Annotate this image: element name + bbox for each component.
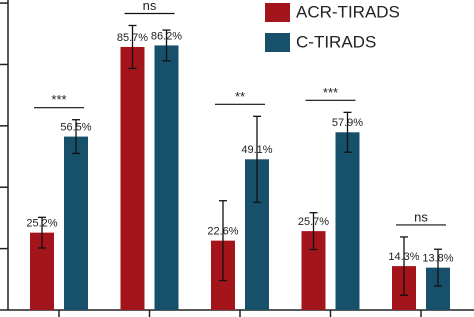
bar xyxy=(64,136,88,310)
value-label: 56.5% xyxy=(60,121,91,133)
bar xyxy=(335,132,360,310)
legend-label: ACR-TIRADS xyxy=(296,2,400,21)
value-label: 22.6% xyxy=(207,226,238,238)
value-label: 86.2% xyxy=(151,30,182,42)
significance-label: ns xyxy=(414,209,428,224)
legend-swatch xyxy=(265,33,290,52)
bar xyxy=(154,45,179,310)
value-label: 85.7% xyxy=(117,32,148,44)
value-label: 25.2% xyxy=(26,218,57,230)
significance-label: *** xyxy=(51,92,66,107)
significance-label: *** xyxy=(323,85,338,100)
legend-swatch xyxy=(265,3,290,22)
significance-label: ns xyxy=(143,0,157,13)
value-label: 57.9% xyxy=(332,117,363,129)
bar xyxy=(120,46,145,311)
value-label: 49.1% xyxy=(241,144,272,156)
significance-label: ** xyxy=(235,89,245,104)
value-label: 13.8% xyxy=(422,253,453,265)
legend-label: C-TIRADS xyxy=(296,32,376,51)
value-label: 25.7% xyxy=(298,216,329,228)
value-label: 14.3% xyxy=(388,251,419,263)
